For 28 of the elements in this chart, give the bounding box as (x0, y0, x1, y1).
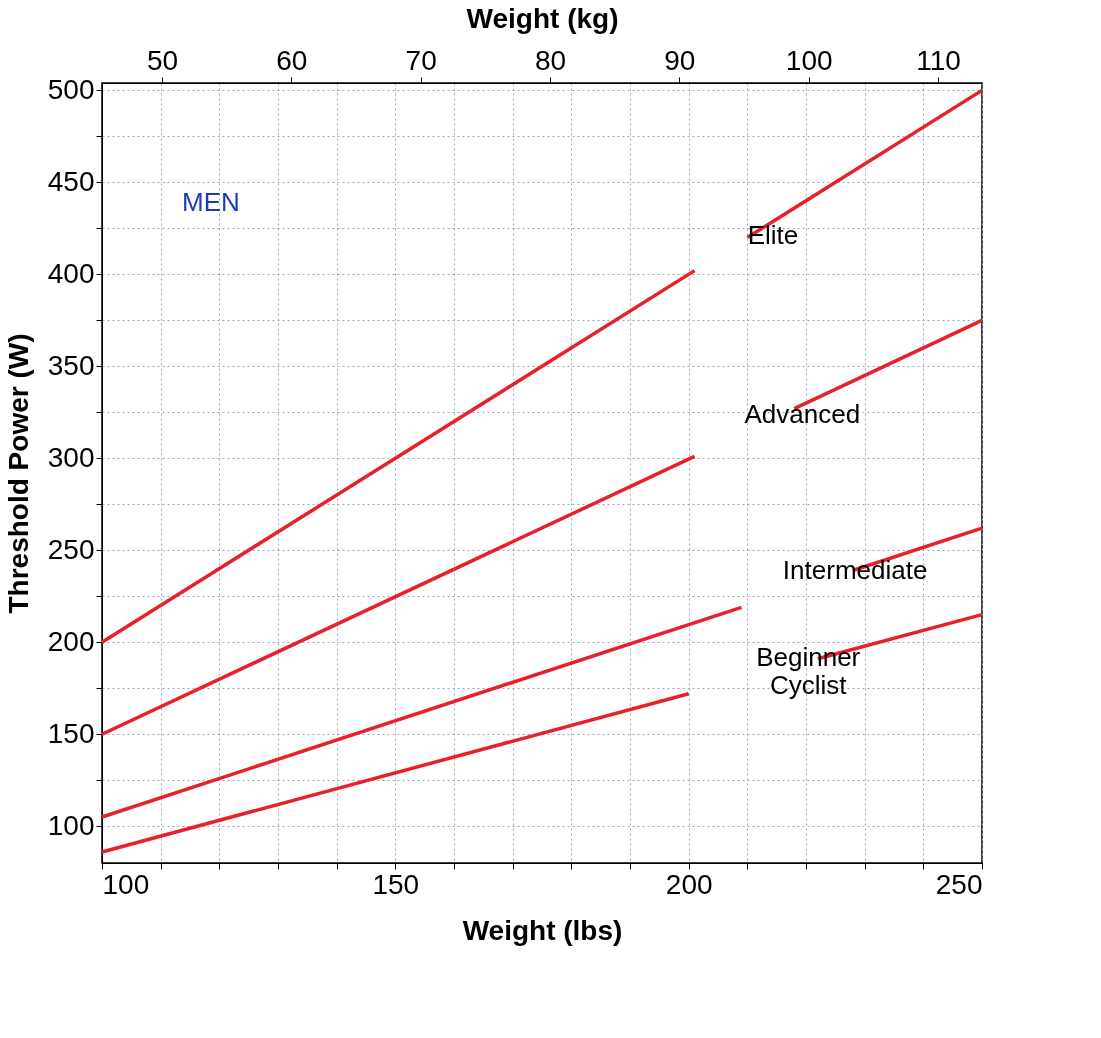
x2-tick-label: 70 (405, 44, 437, 76)
y-tick-label: 300 (47, 441, 95, 473)
y-tick-label: 500 (47, 73, 95, 105)
x2-tick-label: 80 (534, 44, 567, 76)
y-tick-label: 450 (47, 165, 95, 197)
x2-tick-label: 100 (785, 44, 833, 76)
annotation: MEN (182, 187, 240, 217)
x-tick-label: 150 (372, 868, 420, 900)
x-tick-label: 100 (102, 868, 150, 900)
y-tick-label: 250 (47, 533, 95, 565)
y-tick-label: 350 (47, 349, 95, 381)
series-label: Elite (747, 220, 799, 251)
x2-tick-label: 60 (276, 44, 308, 76)
x-tick-label: 250 (935, 868, 983, 900)
x2-tick-label: 50 (146, 44, 179, 76)
y-tick-label: 100 (47, 809, 95, 841)
series-label: Intermediate (782, 554, 928, 585)
x-tick-label: 200 (665, 868, 713, 900)
series-label: Beginner Cyclist (756, 642, 861, 701)
y-tick-label: 150 (47, 717, 95, 749)
x2-tick-label: 90 (664, 44, 696, 76)
y-axis-title: Threshold Power (W) (2, 333, 34, 614)
series-label: Advanced (744, 398, 861, 429)
x-axis-title: Weight (lbs) (462, 914, 623, 946)
x2-tick-label: 110 (916, 44, 961, 76)
x2-axis-title: Weight (kg) (466, 2, 619, 34)
y-tick-label: 400 (47, 257, 95, 289)
y-tick-label: 200 (47, 625, 95, 657)
